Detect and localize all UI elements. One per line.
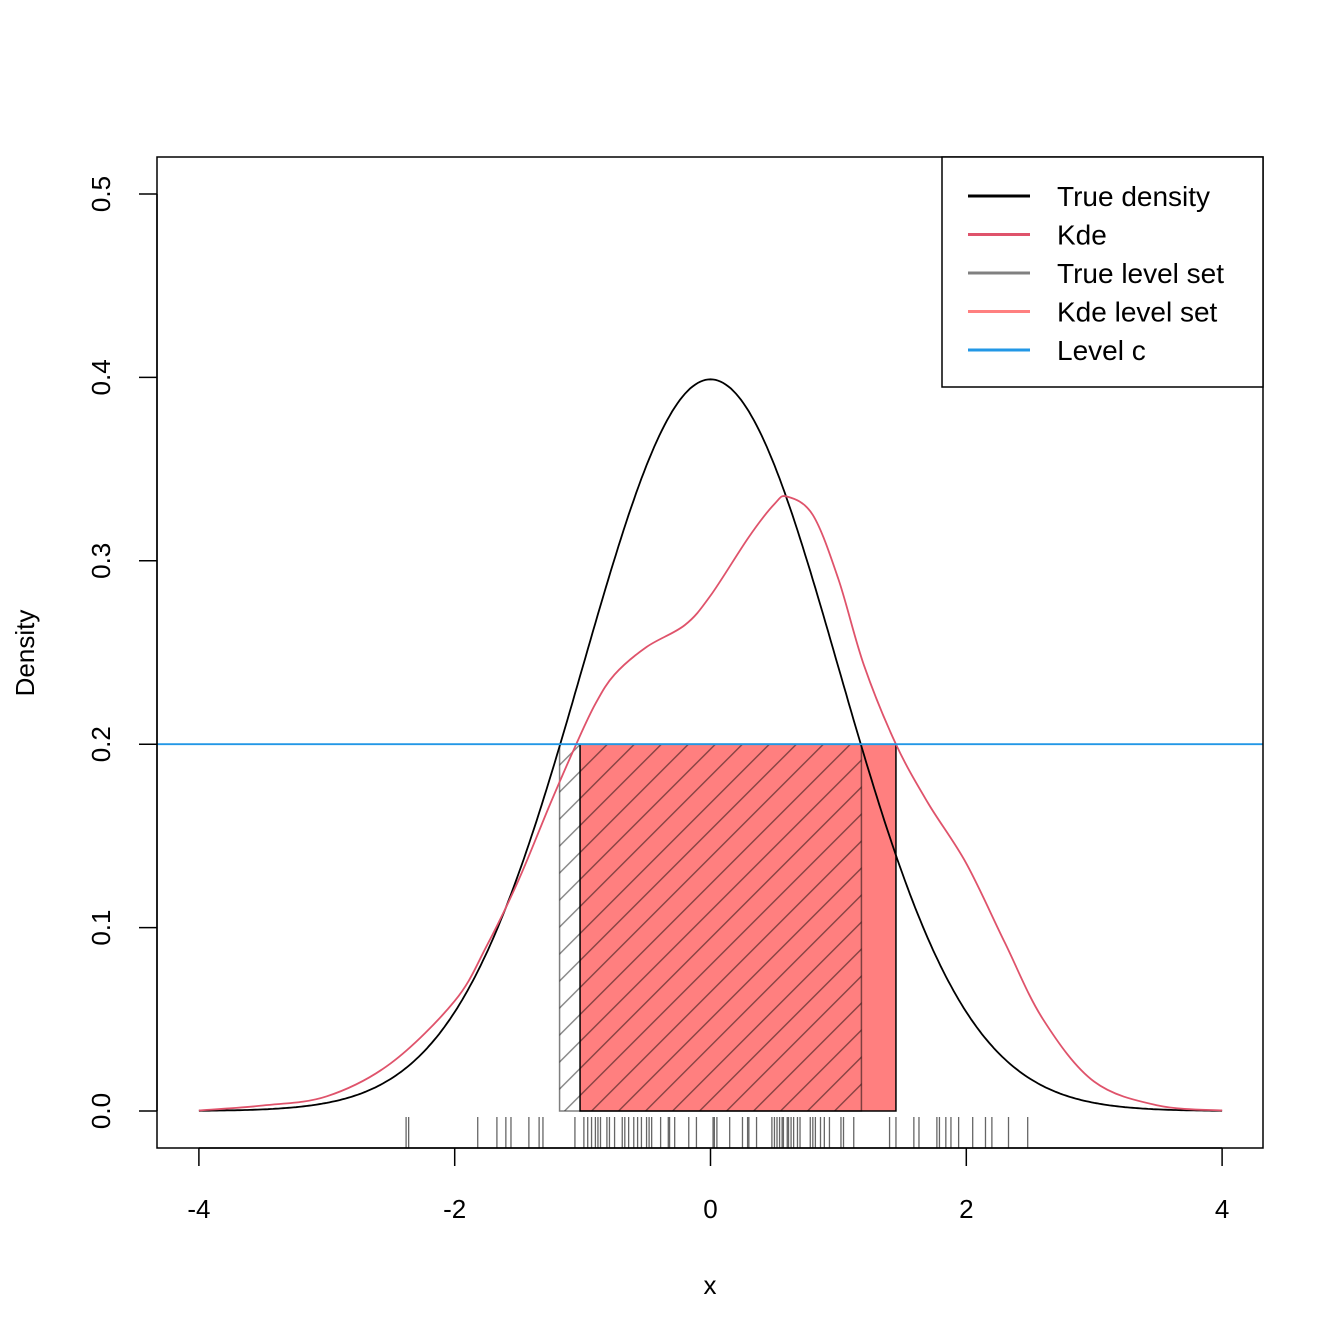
legend-label: Kde <box>1057 220 1107 251</box>
hatch-line <box>559 744 797 983</box>
hatch-line <box>591 840 862 1111</box>
hatch-line <box>780 1029 862 1111</box>
hatch-line <box>618 867 862 1111</box>
y-tick-label: 0.3 <box>86 543 116 579</box>
x-tick-label: -2 <box>443 1194 466 1224</box>
legend-label: Level c <box>1057 335 1146 366</box>
x-tick-label: -4 <box>187 1194 210 1224</box>
hatch-line <box>160 744 527 1111</box>
hatch-line <box>672 921 862 1111</box>
x-tick-label: 2 <box>959 1194 973 1224</box>
hatch-line <box>861 1110 862 1111</box>
y-axis-label: Density <box>10 610 40 697</box>
hatch-line <box>645 894 862 1111</box>
x-tick-label: 4 <box>1215 1194 1229 1224</box>
hatch-line <box>559 744 851 1037</box>
kde-level-set-rect <box>579 743 897 1112</box>
kde-line <box>198 495 1223 1112</box>
true-density-line <box>198 378 1223 1112</box>
hatch-line <box>559 744 743 929</box>
y-tick-label: 0.1 <box>86 910 116 946</box>
y-tick-label: 0.2 <box>86 726 116 762</box>
hatch-line <box>564 813 862 1111</box>
x-tick-label: 0 <box>703 1194 717 1224</box>
legend-label: True density <box>1057 181 1210 212</box>
hatch-line <box>559 744 662 848</box>
axes: -4 -2 0 2 4 0.0 0.1 0.2 0.3 0.4 0.5 <box>86 176 1229 1224</box>
hatch-line <box>726 975 862 1111</box>
y-tick-label: 0.0 <box>86 1093 116 1129</box>
y-tick-label: 0.4 <box>86 359 116 395</box>
hatch-line <box>559 744 824 1010</box>
hatch-line <box>559 759 862 1064</box>
hatch-line <box>559 744 689 875</box>
hatch-line <box>699 948 862 1111</box>
y-tick-label: 0.5 <box>86 176 116 212</box>
x-axis-label: x <box>704 1270 717 1300</box>
true-level-set-hatch <box>160 744 862 1111</box>
legend-label: Kde level set <box>1057 297 1218 328</box>
legend-label: True level set <box>1057 258 1224 289</box>
hatch-line <box>559 744 716 902</box>
hatch-line <box>559 744 581 767</box>
hatch-line <box>753 1002 862 1111</box>
hatch-line <box>559 786 862 1091</box>
hatch-line <box>559 744 635 821</box>
hatch-line <box>559 744 770 956</box>
plot-marks <box>157 378 1263 1148</box>
legend: True density Kde True level set Kde level s… <box>941 156 1264 388</box>
